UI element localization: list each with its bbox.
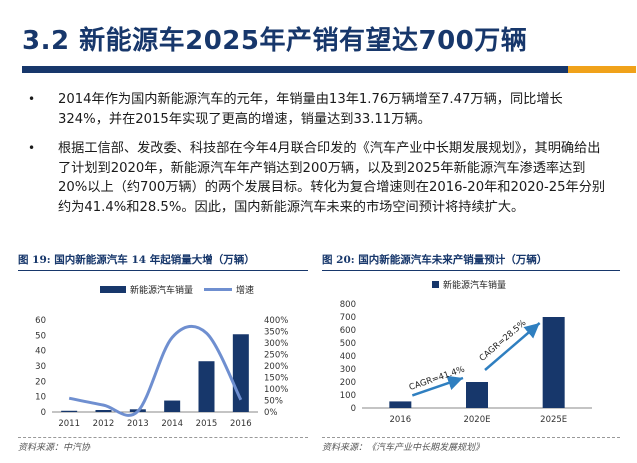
x-tick-label: 2013 [127,419,149,429]
bullet-marker: • [28,92,36,106]
y2-tick-label: 0% [264,408,278,418]
y2-tick-label: 250% [264,351,288,361]
bar [389,401,412,408]
source-divider [18,437,308,438]
y-tick-label: 700 [340,313,356,323]
forecast-chart: 新能源汽车销量 0 100 200 300 400 500 600 700 800 2016 2020… [340,279,592,425]
bullet-text: 根据工信部、发改委、科技部在今年4月联合印发的《汽车产业中长期发展规划》，其明确… [58,141,606,215]
legend-label: 新能源汽车销量 [130,284,193,296]
y-tick-label: 400 [340,352,356,362]
y2-tick-label: 400% [264,316,288,326]
x-tick-label: 2020E [463,415,490,425]
bar [542,317,565,408]
y-tick-label: 500 [340,339,356,349]
bullet-list: • 2014年作为国内新能源汽车的元年，年销量由13年1.76万辆增至7.47万… [28,90,613,227]
figure-source: 资料来源：中汽协 [18,443,91,453]
y2-tick-label: 300% [264,339,288,349]
y2-tick-label: 200% [264,362,288,372]
x-tick-label: 2016 [230,419,252,429]
bullet-marker: • [28,141,36,155]
x-tick-label: 2016 [390,415,412,425]
bullet-item: • 根据工信部、发改委、科技部在今年4月联合印发的《汽车产业中长期发展规划》，其… [28,139,613,217]
title-underline-blue [22,66,568,73]
cagr-label: CAGR=28.5% [478,318,529,364]
x-tick-label: 2015 [196,419,218,429]
legend-swatch-bar [100,286,126,293]
figure-20: 图 20: 国内新能源汽车未来产销量预计（万辆） 新能源汽车销量 0 100 200 3… [322,252,620,442]
x-tick-label: 2011 [58,419,80,429]
bar [164,400,181,412]
y-tick-label: 300 [340,365,356,375]
y2-tick-label: 350% [264,328,288,338]
y-tick-label: 30 [35,362,46,372]
legend-label: 增速 [236,284,254,296]
y-tick-label: 50 [35,331,46,341]
figure-caption: 图 19: 国内新能源汽车 14 年起销量大增（万辆） [18,252,308,271]
sales-growth-chart: 新能源汽车销量 增速01020304050600%50%100%150%200%2… [35,284,288,429]
y-tick-label: 200 [340,378,356,388]
bar [95,410,112,412]
y-tick-label: 800 [340,300,356,310]
cagr-arrow [484,322,541,371]
bullet-item: • 2014年作为国内新能源汽车的元年，年销量由13年1.76万辆增至7.47万… [28,90,613,129]
figure-caption: 图 20: 国内新能源汽车未来产销量预计（万辆） [322,252,620,271]
title-underline-orange [568,66,636,73]
bar [61,410,78,412]
y-tick-label: 10 [35,393,46,403]
bullet-text: 2014年作为国内新能源汽车的元年，年销量由13年1.76万辆增至7.47万辆，… [58,92,563,127]
legend-label: 新能源汽车销量 [443,279,506,291]
y-tick-label: 40 [35,347,46,357]
x-tick-label: 2025E [540,415,567,425]
figure-19: 图 19: 国内新能源汽车 14 年起销量大增（万辆） 新能源汽车销量 增速 0 10… [18,252,308,442]
bar [232,334,249,412]
y2-tick-label: 50% [264,397,283,407]
y2-tick-label: 150% [264,374,288,384]
x-tick-label: 2012 [93,419,115,429]
cagr-arrow [411,375,464,397]
source-divider [322,437,620,438]
y-tick-label: 20 [35,377,46,387]
legend-swatch-bar [432,281,439,288]
y-tick-label: 60 [35,316,46,326]
bar [198,361,215,412]
y2-tick-label: 100% [264,385,288,395]
growth-line [68,324,243,417]
y-tick-label: 600 [340,326,356,336]
bar [466,382,488,408]
y-tick-label: 0 [41,408,46,418]
figure-source: 资料来源：《汽车产业中长期发展规划》 [322,443,485,453]
page-title: 3.2 新能源车2025年产销有望达700万辆 [22,26,528,56]
y-tick-label: 100 [340,391,356,401]
x-tick-label: 2014 [161,419,183,429]
y-tick-label: 0 [351,404,356,414]
